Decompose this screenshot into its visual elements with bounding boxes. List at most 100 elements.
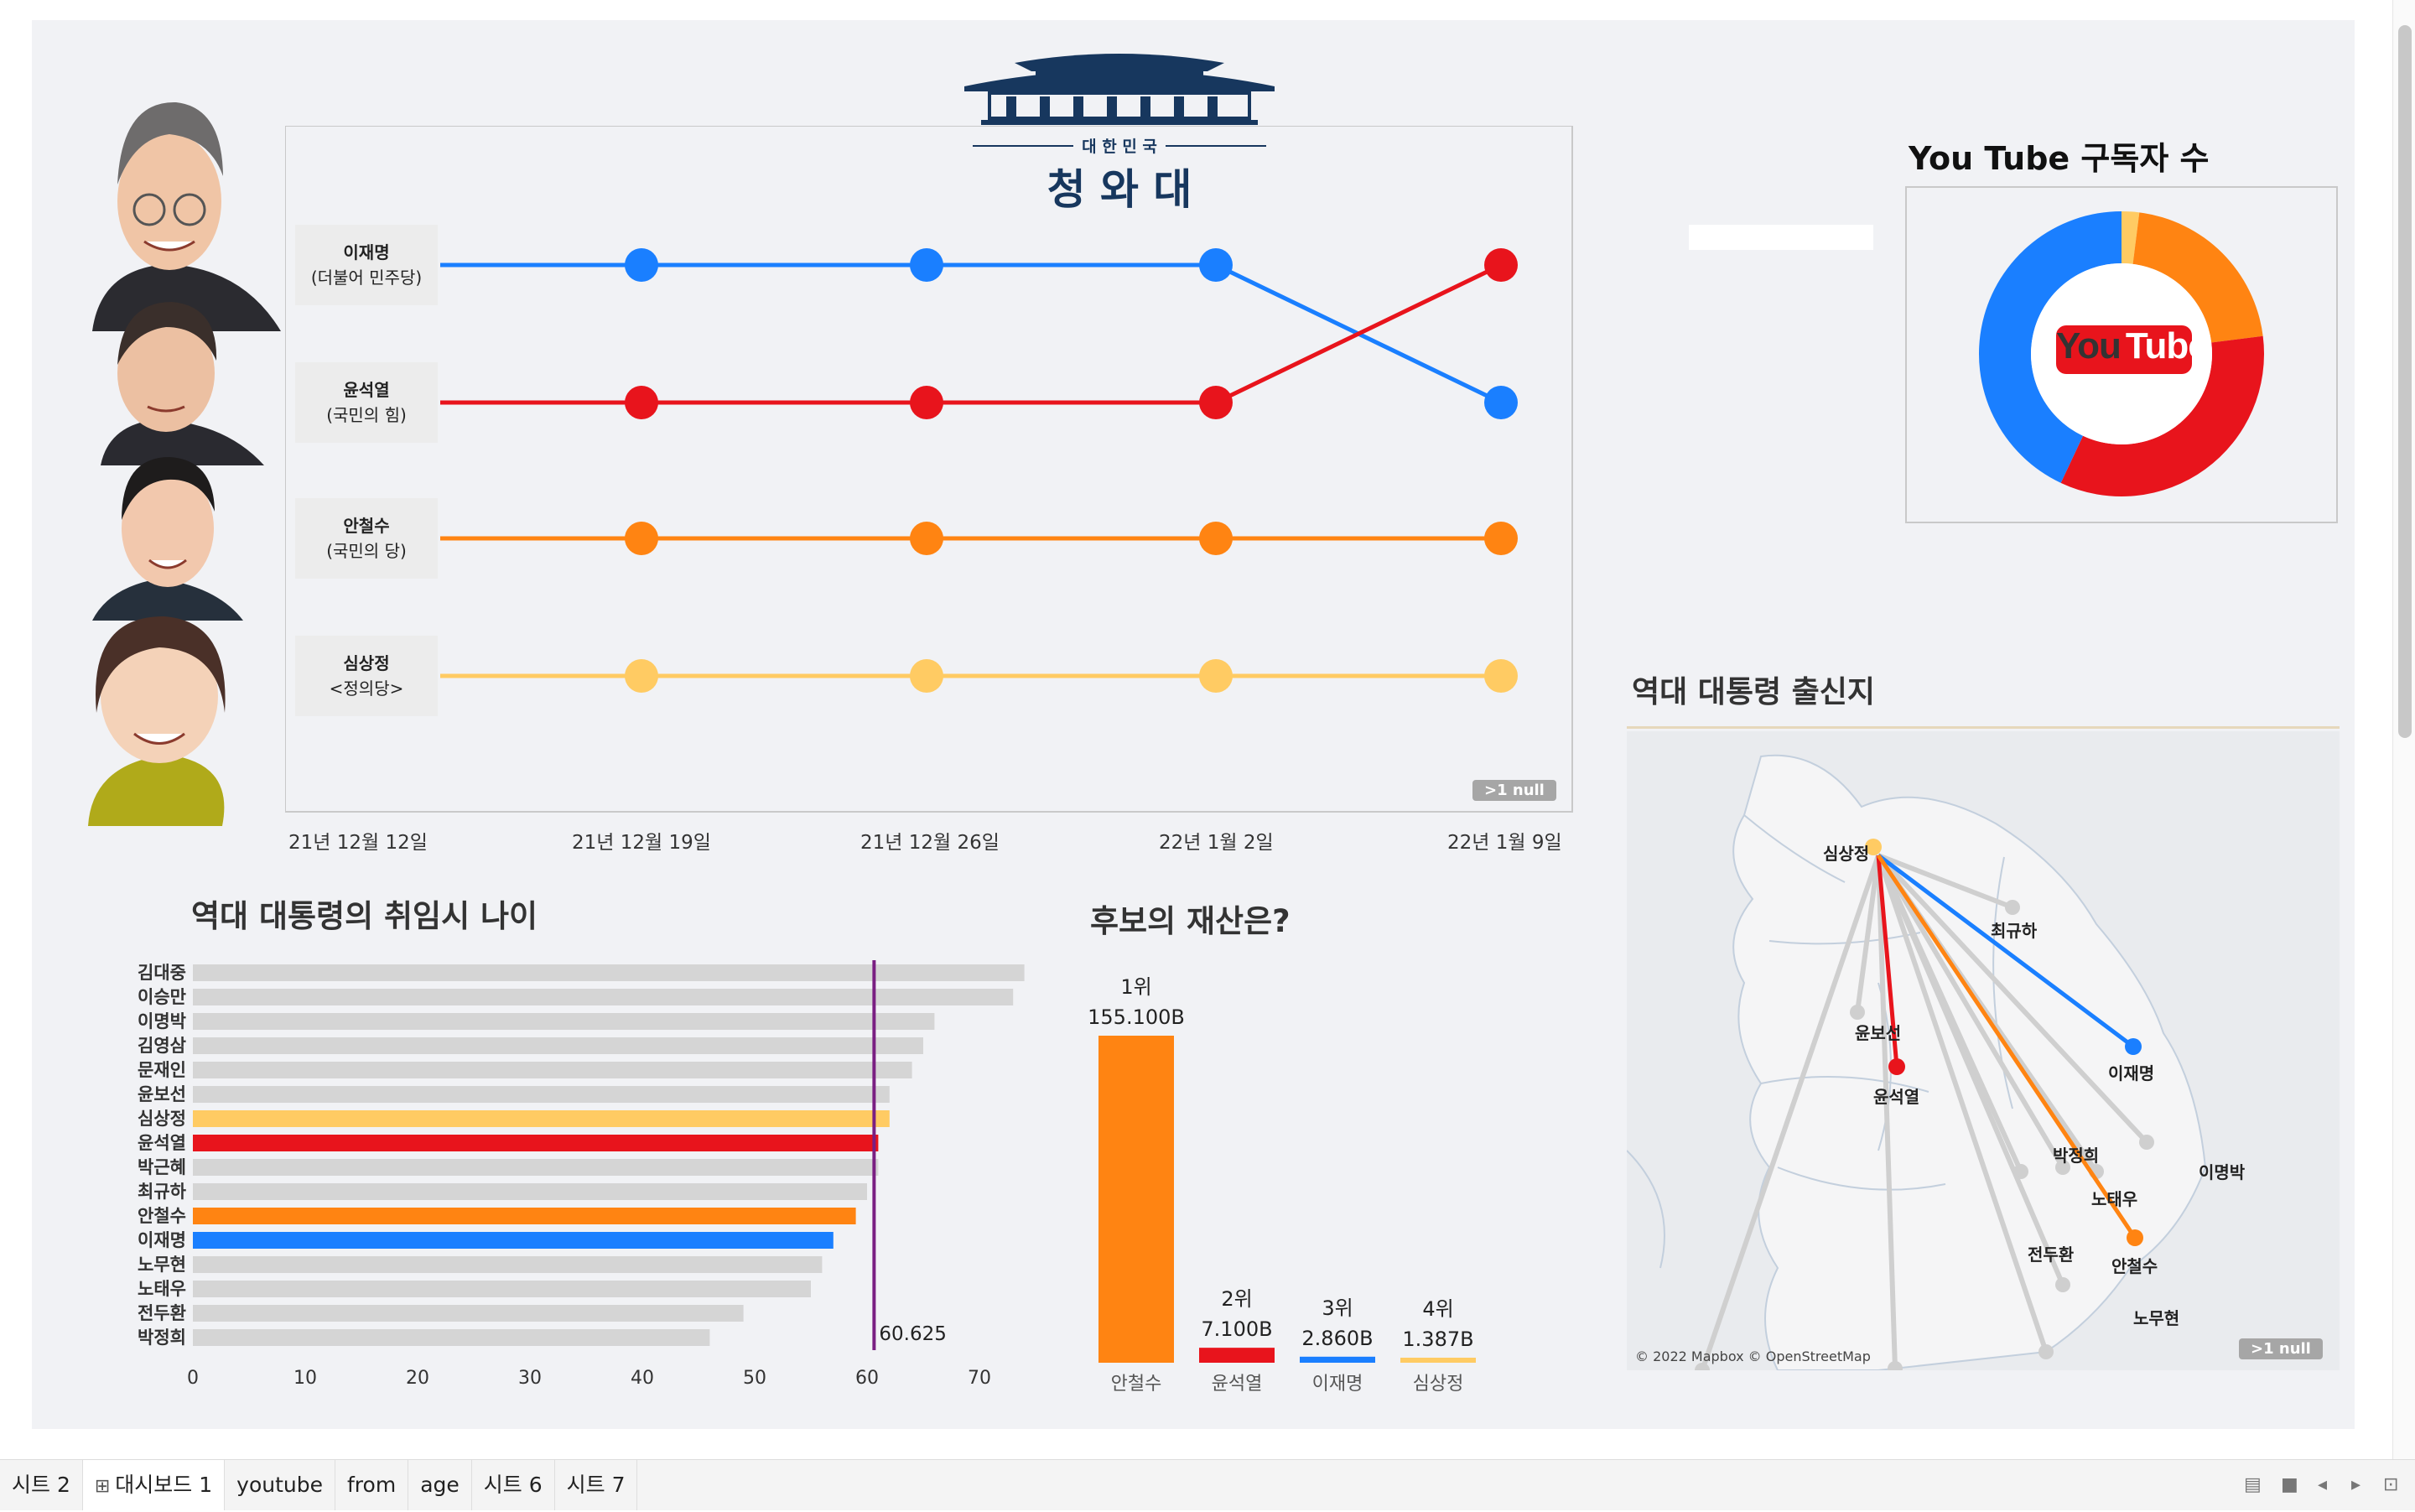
empty-filter-box[interactable]: [1689, 225, 1873, 250]
age-category-label: 안철수: [138, 1206, 186, 1226]
map-place-dot: [2038, 1344, 2054, 1359]
wealth-value-label: 2.860B: [1301, 1327, 1373, 1350]
map-null-badge[interactable]: >1 null: [2239, 1338, 2323, 1359]
map-place-dot: [1888, 1361, 1903, 1370]
poll-point: [910, 386, 943, 419]
age-bar: [193, 1183, 867, 1200]
scroll-thumb[interactable]: [2398, 25, 2412, 738]
youtube-logo-box: [2056, 325, 2192, 374]
poll-null-badge[interactable]: >1 null: [1472, 780, 1556, 801]
map-place-dot: [2125, 1038, 2142, 1055]
poll-x-tick: 22년 1월 9일: [1447, 832, 1562, 854]
map-label: 전두환: [2028, 1244, 2075, 1265]
presentation-mode-icon[interactable]: ⊡: [2383, 1474, 2399, 1495]
map-label: 노태우: [2091, 1189, 2138, 1209]
age-category-label: 문재인: [138, 1060, 186, 1080]
poll-point: [1484, 659, 1518, 693]
poll-x-tick: 21년 12월 26일: [860, 832, 1000, 854]
wealth-bar: [1098, 1036, 1174, 1363]
age-x-tick: 50: [743, 1368, 766, 1389]
age-category-label: 이승만: [138, 987, 186, 1007]
map-route-line: [1876, 854, 2065, 1286]
tab-dashboard-1[interactable]: ⊞ 대시보드 1: [82, 1460, 226, 1510]
map-label: 이재명: [2108, 1063, 2155, 1083]
age-category-label: 전두환: [138, 1303, 186, 1323]
map-label: 최규하: [1991, 921, 2038, 941]
wealth-category-label: 안철수: [1111, 1374, 1162, 1392]
map-route-line: [1876, 855, 1899, 1068]
age-bar: [193, 1208, 856, 1224]
map-title-rule: [1627, 726, 2340, 729]
map-route-line: [1876, 855, 1898, 1369]
wealth-category-label: 이재명: [1312, 1374, 1363, 1392]
age-category-label: 윤석열: [138, 1133, 186, 1153]
map-route-line: [1877, 854, 2135, 1048]
filmstrip-view-icon[interactable]: ▤: [2244, 1474, 2262, 1495]
map-label: 심상정: [1823, 844, 1870, 864]
map-label: 안철수: [2111, 1256, 2158, 1276]
map-place-dot: [1865, 839, 1882, 855]
map-attribution: © 2022 Mapbox © OpenStreetMap: [1635, 1348, 1871, 1364]
face-ahn: [92, 457, 243, 621]
wealth-rank-label: 4위: [1422, 1297, 1453, 1321]
age-bar: [193, 1305, 744, 1322]
tab-from[interactable]: from: [335, 1460, 409, 1510]
tab-sheet-6[interactable]: 시트 6: [472, 1460, 555, 1510]
tab-youtube[interactable]: youtube: [225, 1460, 335, 1510]
youtube-logo-you: You: [2056, 325, 2122, 366]
prev-sheet-icon[interactable]: ◂: [2318, 1474, 2328, 1495]
wealth-value-label: 155.100B: [1088, 1005, 1185, 1029]
poll-point: [1199, 659, 1233, 693]
map-place-dot: [2005, 900, 2020, 915]
logo-subtitle-row: 대 한 민 국: [973, 134, 1267, 157]
youtube-donut: [1905, 186, 2338, 523]
map-place-dot: [1695, 1363, 1710, 1370]
donut-slice: [2132, 212, 2263, 343]
age-x-tick: 20: [406, 1368, 429, 1389]
age-x-tick: 10: [293, 1368, 317, 1389]
tab-sheet-7[interactable]: 시트 7: [555, 1460, 638, 1510]
age-bar: [193, 1086, 890, 1103]
age-bar: [193, 1232, 834, 1249]
age-bar: [193, 964, 1025, 981]
tab-age[interactable]: age: [408, 1460, 472, 1510]
age-category-label: 김영삼: [138, 1036, 186, 1056]
age-category-label: 노태우: [138, 1279, 186, 1299]
wealth-rank-label: 3위: [1322, 1296, 1353, 1320]
age-category-label: 최규하: [138, 1182, 187, 1202]
map-title: 역대 대통령 출신지: [1632, 675, 1876, 709]
wealth-rank-label: 2위: [1221, 1287, 1252, 1311]
tab-view-icon[interactable]: ■: [2281, 1474, 2298, 1495]
next-sheet-icon[interactable]: ▸: [2351, 1474, 2361, 1495]
poll-point: [910, 248, 943, 282]
poll-point: [625, 248, 658, 282]
age-x-tick: 40: [631, 1368, 654, 1389]
donut-slice: [2122, 211, 2140, 264]
wealth-bar: [1300, 1356, 1375, 1363]
youtube-logo-tube: Tube: [2125, 325, 2209, 366]
tab-sheet-2[interactable]: 시트 2: [0, 1460, 83, 1510]
map-place-dot: [1850, 1005, 1865, 1020]
wealth-value-label: 1.387B: [1402, 1328, 1473, 1351]
sheet-tab-bar: 시트 2 ⊞ 대시보드 1 youtube from age 시트 6 시트 7: [0, 1459, 2415, 1510]
age-category-label: 박정희: [138, 1328, 186, 1348]
age-bar: [193, 1110, 890, 1127]
map-place-dot: [2127, 1229, 2143, 1246]
vertical-scrollbar[interactable]: [2392, 0, 2415, 1459]
wealth-bar: [1400, 1358, 1476, 1363]
age-bar: [193, 1037, 923, 1054]
face-sim: [88, 616, 226, 826]
poll-point: [910, 659, 943, 693]
poll-point: [910, 522, 943, 555]
birthplace-map[interactable]: [1627, 731, 2340, 1370]
age-x-tick: 0: [187, 1368, 199, 1389]
age-category-label: 윤보선: [138, 1084, 186, 1104]
map-route-line: [1855, 855, 1881, 1013]
poll-point: [625, 522, 658, 555]
logo-name: 청 와 대: [1046, 164, 1192, 214]
age-bar: [193, 1013, 935, 1030]
poll-x-tick: 21년 12월 19일: [572, 832, 711, 854]
poll-point: [1199, 386, 1233, 419]
age-bar-chart: 김대중이승만이명박김영삼문재인윤보선심상정윤석열박근혜최규하안철수이재명노무현노…: [138, 960, 1025, 1389]
age-x-tick: 70: [968, 1368, 991, 1389]
